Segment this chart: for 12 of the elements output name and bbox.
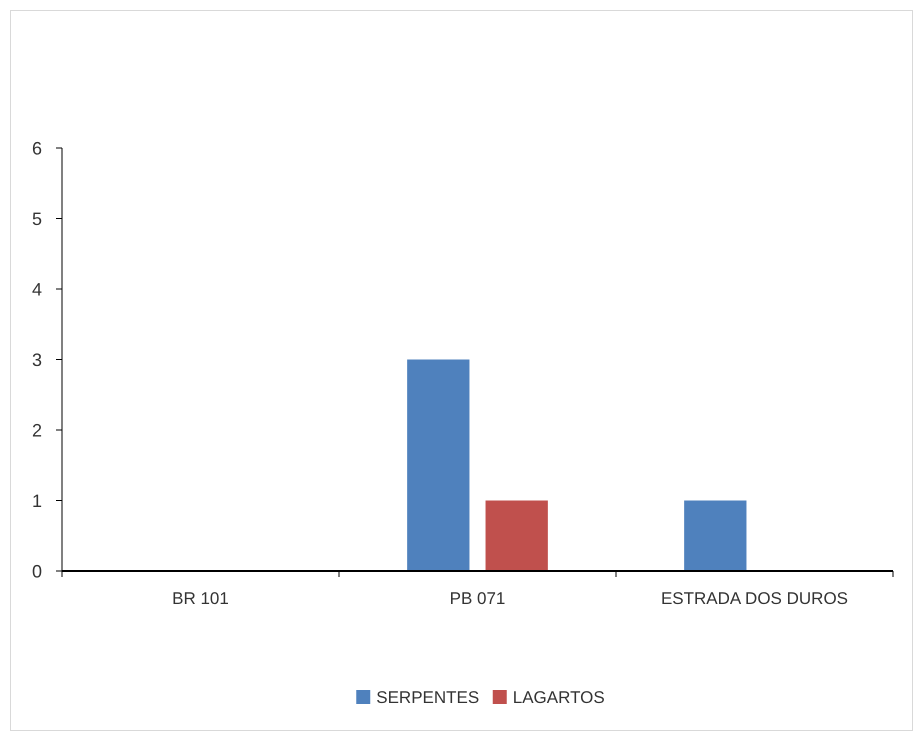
y-tick-label: 6 xyxy=(32,138,42,158)
x-tick-label: BR 101 xyxy=(172,589,229,608)
x-tick-label: ESTRADA DOS DUROS xyxy=(660,589,848,608)
y-tick-label: 5 xyxy=(32,208,42,229)
y-tick-label: 2 xyxy=(32,420,42,440)
y-tick-label: 1 xyxy=(32,490,42,511)
y-tick-label: 0 xyxy=(32,561,42,582)
x-tick-label: PB 071 xyxy=(450,589,506,608)
y-tick-label: 4 xyxy=(32,279,42,300)
legend-label: LAGARTOS xyxy=(512,688,605,707)
legend-label: SERPENTES xyxy=(376,688,480,707)
y-tick-label: 3 xyxy=(32,350,42,370)
